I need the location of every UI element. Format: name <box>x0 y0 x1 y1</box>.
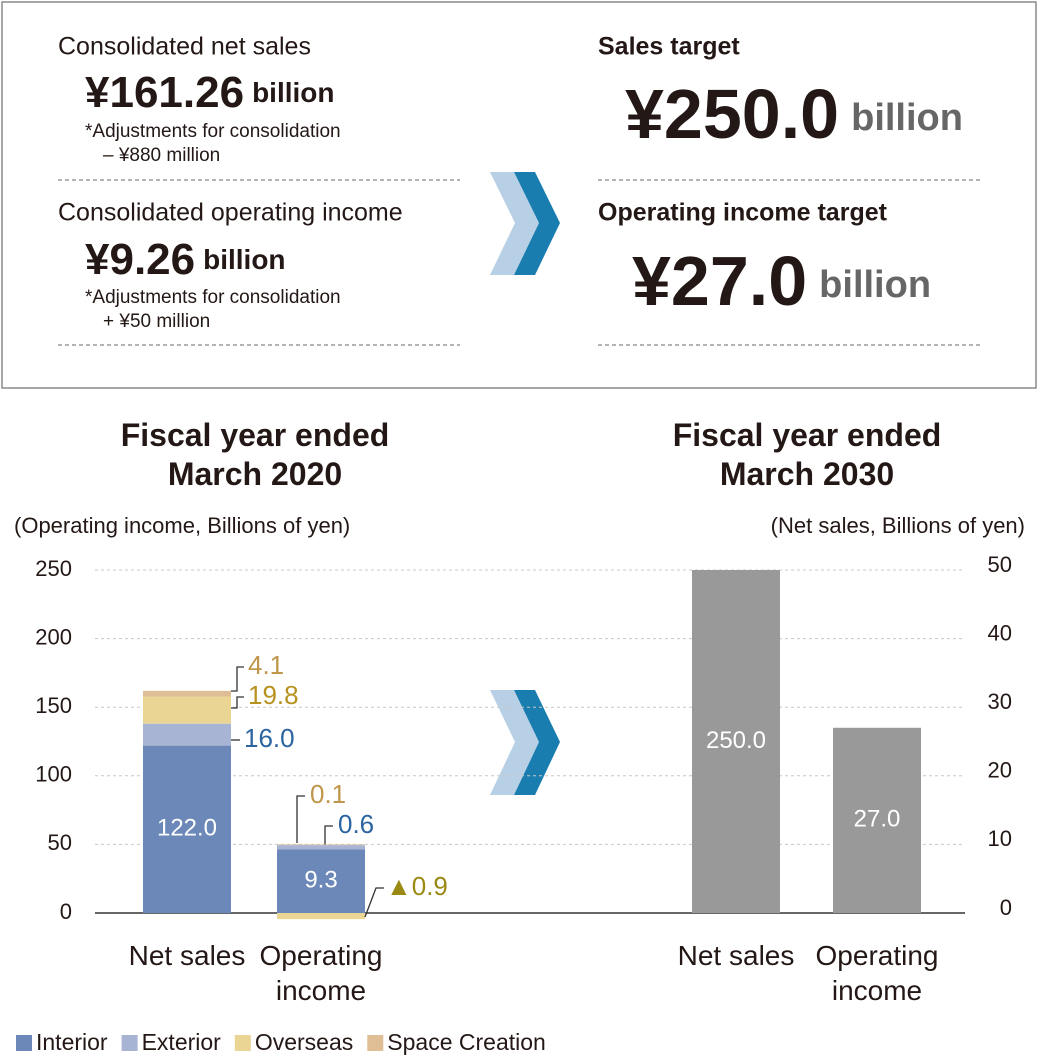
bar-segment <box>277 845 365 850</box>
amount: ¥9.26 <box>85 235 195 284</box>
y2-tick-label: 20 <box>988 758 1012 783</box>
x-tick-label: Operating income <box>259 940 383 1006</box>
target-label: Sales target <box>598 33 740 61</box>
y-tick-label: 50 <box>48 830 72 855</box>
unit: billion <box>851 97 963 139</box>
target-amount: ¥250.0 billion <box>625 75 963 153</box>
y-axis-label: (Operating income, Billions of yen) <box>14 513 350 538</box>
chart-title: Fiscal year ended March 2020 <box>120 417 390 492</box>
note: *Adjustments for consolidation <box>85 121 341 142</box>
value-label: 27.0 <box>854 806 901 833</box>
x-tick-label: Net sales <box>677 940 795 971</box>
leader-line <box>296 795 305 843</box>
amount: ¥161.26 <box>85 68 244 117</box>
value-label: 0.1 <box>310 779 346 809</box>
bar-segment <box>143 696 231 724</box>
unit: billion <box>819 264 931 306</box>
bar-segment <box>277 913 365 920</box>
note: + ¥50 million <box>103 311 210 332</box>
amount: ¥250.0 <box>625 75 839 153</box>
bar-segment <box>277 849 365 913</box>
unit: billion <box>203 244 285 275</box>
chevron <box>490 690 560 795</box>
y2-tick-label: 30 <box>988 689 1012 714</box>
y2-axis-label: (Net sales, Billions of yen) <box>771 513 1025 538</box>
x-tick-label: Operating income <box>815 940 939 1006</box>
legend-swatch <box>16 1035 32 1051</box>
x-tick-label: Net sales <box>128 940 246 971</box>
y2-tick-label: 40 <box>988 620 1012 645</box>
bar-segment <box>143 745 231 913</box>
y2-tick-label: 50 <box>988 552 1012 577</box>
leader-line <box>324 825 333 845</box>
bar-segment <box>143 690 231 697</box>
y-tick-label: 250 <box>35 556 72 581</box>
unit: billion <box>252 77 334 108</box>
value-label: 19.8 <box>248 680 299 710</box>
value-label: 250.0 <box>706 727 766 754</box>
amount: ¥27.0 <box>632 242 807 320</box>
note: *Adjustments for consolidation <box>85 287 341 308</box>
bar-segment <box>143 723 231 746</box>
target-amount: ¥27.0 billion <box>632 242 931 320</box>
y-tick-label: 100 <box>35 762 72 787</box>
value-label: 122.0 <box>157 815 217 842</box>
chevron <box>490 172 560 275</box>
bar-segment <box>692 570 780 913</box>
y-tick-label: 200 <box>35 624 72 649</box>
note: – ¥880 million <box>103 145 220 166</box>
value-label: 9.3 <box>304 866 337 893</box>
target-label: Operating income target <box>598 199 888 227</box>
legend-swatch <box>121 1035 138 1051</box>
leader-line <box>231 696 244 709</box>
y-tick-label: 0 <box>60 899 72 924</box>
bar-segment <box>833 727 921 913</box>
chart-title: Fiscal year ended March 2030 <box>672 417 942 492</box>
y2-tick-label: 10 <box>988 826 1012 851</box>
value-label: ▲0.9 <box>386 871 448 901</box>
y2-tick-label: 0 <box>1000 895 1012 920</box>
legend-label: Exterior <box>142 1029 222 1055</box>
summary-amount: ¥9.26 billion <box>85 235 286 284</box>
legend-swatch <box>234 1035 251 1051</box>
summary-amount: ¥161.26 billion <box>85 68 335 117</box>
legend-label: Overseas <box>255 1029 353 1055</box>
legend-label: Space Creation <box>387 1029 546 1055</box>
legend-swatch <box>367 1035 384 1051</box>
leader-line <box>231 666 244 692</box>
bar-segment <box>277 844 365 846</box>
value-label: 4.1 <box>248 650 284 680</box>
summary-label: Consolidated operating income <box>58 199 403 227</box>
leader-line <box>364 887 384 918</box>
legend-label: Interior <box>36 1029 108 1055</box>
summary-label: Consolidated net sales <box>58 33 311 61</box>
y-tick-label: 150 <box>35 693 72 718</box>
value-label: 0.6 <box>338 809 374 839</box>
value-label: 16.0 <box>244 723 295 753</box>
